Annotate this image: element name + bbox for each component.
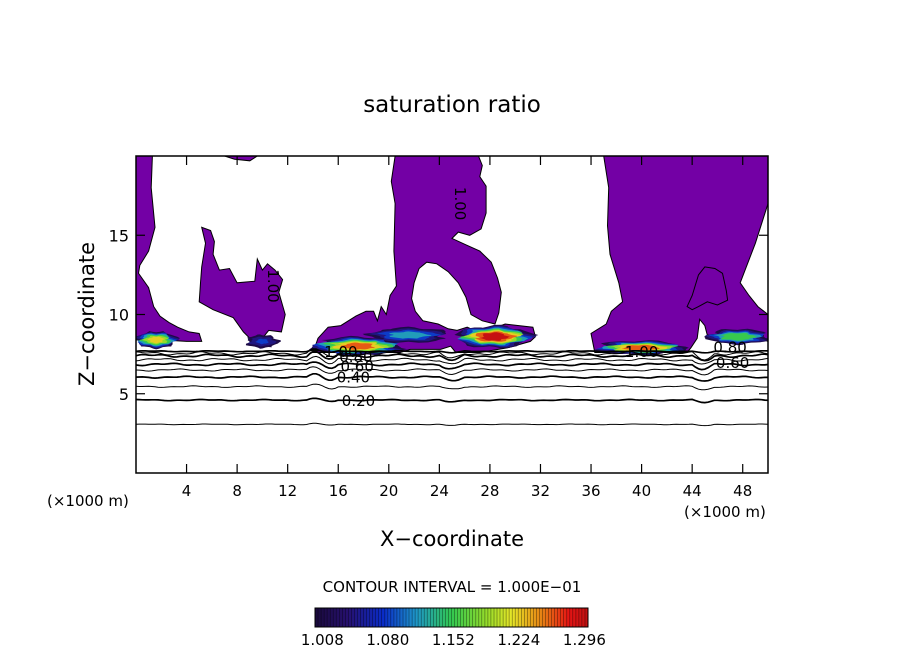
x-tick-label: 44 xyxy=(683,482,702,500)
contour-line xyxy=(136,355,768,365)
x-tick-label: 28 xyxy=(480,482,499,500)
x-tick-label: 20 xyxy=(379,482,398,500)
contour-label: 1.00 xyxy=(451,187,469,220)
ice-cloud-band-5 xyxy=(454,324,539,349)
x-tick-label: 12 xyxy=(278,482,297,500)
contour-line xyxy=(136,350,768,362)
contour-line xyxy=(136,397,768,404)
contour-label: 0.60 xyxy=(716,354,749,372)
x-tick-label: 8 xyxy=(232,482,242,500)
contour-label: 1.00 xyxy=(625,343,658,361)
plot-area xyxy=(136,156,768,427)
ice-cloud-band-4 xyxy=(362,326,447,343)
contour-label: 0.20 xyxy=(342,392,375,410)
colorbar-tick-label: 1.152 xyxy=(432,631,475,649)
contour-line xyxy=(136,349,768,354)
supersaturated-region-4 xyxy=(312,156,536,353)
colorbar: 1.008 1.080 1.152 1.224 1.296 xyxy=(301,607,606,649)
contour-labels: 0.200.400.600.801.00 1.00 0.800.601.001.00 xyxy=(264,187,749,410)
y-axis-ticks: 5 10 15 xyxy=(109,226,768,404)
x-axis-ticks: 4 8 12 16 20 24 28 32 36 40 44 48 xyxy=(182,156,752,500)
contour-label: 1.00 xyxy=(324,343,357,361)
y-tick-label: 5 xyxy=(119,385,129,404)
x-tick-label: 24 xyxy=(430,482,449,500)
supersaturated-region-2 xyxy=(198,226,286,346)
x-tick-label: 40 xyxy=(632,482,651,500)
ice-band-level xyxy=(720,333,758,341)
y-tick-label: 15 xyxy=(109,226,129,245)
x-axis-label: X−coordinate xyxy=(380,527,524,551)
supersaturation-fill xyxy=(136,156,768,353)
contour-label: 0.40 xyxy=(337,368,370,386)
contour-label: 0.60 xyxy=(340,357,373,375)
ice-band-level xyxy=(389,331,432,339)
supersaturated-region-3 xyxy=(224,156,259,162)
contour-line xyxy=(136,372,768,382)
x-tick-label: 16 xyxy=(329,482,348,500)
x-tick-label: 48 xyxy=(733,482,752,500)
colorbar-tick-label: 1.008 xyxy=(301,631,344,649)
colorbar-frame xyxy=(314,607,589,628)
ice-band-level xyxy=(621,344,661,351)
supersaturated-region-6 xyxy=(686,266,729,311)
contour-interval-note: CONTOUR INTERVAL = 1.000E−01 xyxy=(323,578,582,596)
contour-line xyxy=(136,383,768,391)
ice-band-level xyxy=(255,338,269,345)
chart-title: saturation ratio xyxy=(363,92,541,118)
x-tick-label: 4 xyxy=(182,482,192,500)
ice-cloud-bands xyxy=(136,324,768,357)
ice-cloud-band-7 xyxy=(704,328,768,346)
ice-cloud-band-2 xyxy=(245,334,281,349)
y-tick-label: 10 xyxy=(109,306,129,325)
x-unit-left: (×1000 m) xyxy=(47,492,129,510)
x-unit-right: (×1000 m) xyxy=(684,503,766,521)
colorbar-tick-label: 1.224 xyxy=(497,631,540,649)
colorbar-tick-labels: 1.008 1.080 1.152 1.224 1.296 xyxy=(301,631,606,649)
colorbar-tick-label: 1.080 xyxy=(366,631,409,649)
ice-band-level xyxy=(147,336,165,344)
contour-line xyxy=(136,366,768,376)
y-axis-label: Z−coordinate xyxy=(75,242,99,386)
contour-lines xyxy=(136,348,768,427)
contour-line xyxy=(136,422,768,427)
contour-line xyxy=(136,361,768,371)
contour-label: 1.00 xyxy=(264,269,282,302)
ice-band-level xyxy=(340,342,375,350)
contour-label: 0.80 xyxy=(339,348,372,366)
supersaturated-region-1 xyxy=(136,156,203,342)
contour-label: 0.80 xyxy=(713,338,746,356)
ice-band-level xyxy=(479,332,510,341)
x-tick-label: 32 xyxy=(531,482,550,500)
contour-line xyxy=(136,348,768,361)
x-tick-label: 36 xyxy=(581,482,600,500)
colorbar-tick-label: 1.296 xyxy=(563,631,606,649)
ice-cloud-band-1 xyxy=(136,331,181,350)
supersaturated-region-5 xyxy=(590,156,768,353)
